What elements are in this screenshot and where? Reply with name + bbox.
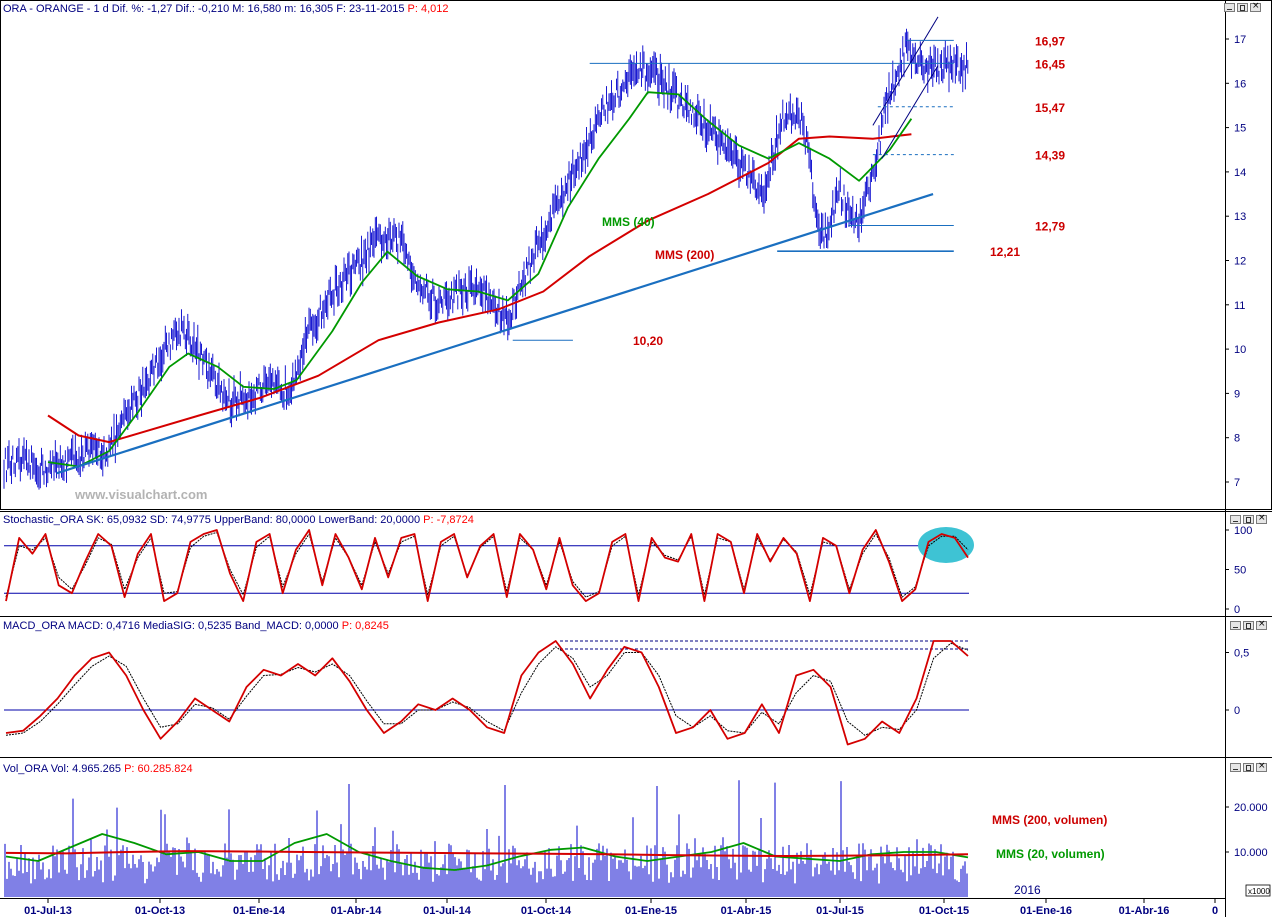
volume-plot	[4, 780, 969, 897]
x-tick-label: 01-Jul-13	[24, 905, 72, 917]
macd-y-tick-label: 0,5	[1234, 648, 1249, 660]
macd-line	[5, 640, 969, 746]
unit-box	[1245, 884, 1271, 897]
level-label: 16,97	[1035, 34, 1065, 48]
axes: 7 8 9 10 11 12 13 14 15 16 17 01-Jul-13 01-Oct-13 01-…	[24, 34, 1268, 917]
macd-signal-line	[5, 642, 969, 736]
price-maximize-button[interactable]	[1237, 3, 1248, 12]
mms40-line	[47, 91, 913, 468]
vol-panel-title: Vol_ORA Vol: 4.965.265 P: 60.285.824	[3, 763, 193, 775]
x-tick-label: 01-Ene-15	[625, 905, 677, 917]
trend-line	[56, 193, 934, 475]
x-tick-label: 01-Abr-14	[331, 905, 383, 917]
stoch-title-p: P: -7,8724	[423, 514, 474, 526]
x-tick-label: 01-Ene-16	[1020, 905, 1072, 917]
price-panel-title: ORA - ORANGE - 1 d Dif. %: -1,27 Dif.: -…	[3, 3, 449, 15]
vol-maximize-button[interactable]	[1243, 763, 1254, 772]
vol-mms20-line	[5, 833, 969, 871]
x-tick-label: 01-Oct-14	[521, 905, 572, 917]
stoch-plot	[4, 527, 974, 602]
price-bars	[3, 28, 969, 490]
price-title-p: P: 4,012	[408, 3, 449, 15]
stoch-close-button[interactable]	[1256, 513, 1267, 524]
mms40-label: MMS (40)	[602, 215, 655, 229]
level-label: 10,20	[633, 334, 663, 348]
level-label: 15,47	[1035, 101, 1065, 115]
stoch-y-tick-label: 0	[1234, 604, 1240, 616]
x-tick-label: 01-Abr-16	[1119, 905, 1170, 917]
price-close-button[interactable]	[1250, 1, 1261, 12]
price-y-tick-label: 8	[1234, 433, 1240, 445]
vol-title-details: Vol_ORA Vol: 4.965.265	[3, 763, 124, 775]
macd-minimize-button[interactable]	[1230, 621, 1241, 630]
price-title-details: - 1 d Dif. %: -1,27 Dif.: -0,210 M: 16,5…	[84, 3, 408, 15]
channel-upper-line	[872, 16, 939, 126]
price-panel-frame	[0, 0, 1272, 510]
vol-title-p: P: 60.285.824	[124, 763, 193, 775]
price-y-tick-label: 17	[1234, 34, 1246, 46]
price-y-tick-label: 7	[1234, 477, 1240, 489]
price-title-name: ORA - ORANGE	[3, 3, 84, 15]
mms200-line	[47, 133, 912, 444]
macd-panel-title: MACD_ORA MACD: 0,4716 MediaSIG: 0,5235 B…	[3, 620, 389, 632]
price-y-tick-label: 13	[1234, 211, 1246, 223]
x-tick-label: 01-Oct-13	[135, 905, 185, 917]
watermark-text: www.visualchart.com	[74, 487, 207, 502]
vol-close-button[interactable]	[1256, 761, 1267, 772]
price-y-tick-label: 14	[1234, 167, 1246, 179]
vol-mms200-label: MMS (200, volumen)	[992, 813, 1107, 827]
vol-y-tick-label: 10.000	[1234, 847, 1268, 859]
x-tick-label: 01-Jul-15	[816, 905, 864, 917]
stoch-minimize-button[interactable]	[1230, 515, 1241, 524]
macd-title-details: MACD_ORA MACD: 0,4716 MediaSIG: 0,5235 B…	[3, 620, 342, 632]
level-label: 12,21	[990, 245, 1020, 259]
vol-y-tick-label: 20.000	[1234, 802, 1268, 814]
x-tick-label: 01-Abr-15	[721, 905, 772, 917]
macd-y-tick-label: 0	[1234, 705, 1240, 717]
macd-title-p: P: 0,8245	[342, 620, 389, 632]
stoch-y-tick-label: 100	[1234, 525, 1252, 537]
unit-label: x1000	[1248, 887, 1270, 896]
channel-lower-line	[881, 65, 939, 159]
level-label: 12,79	[1035, 220, 1065, 234]
year-label: 2016	[1014, 883, 1041, 897]
macd-close-button[interactable]	[1256, 619, 1267, 630]
stoch-title-details: Stochastic_ORA SK: 65,0932 SD: 74,9775 U…	[3, 514, 423, 526]
x-tick-label: 01-Jul-14	[423, 905, 472, 917]
stoch-maximize-button[interactable]	[1243, 515, 1254, 524]
x-tick-label: 0	[1212, 905, 1218, 917]
price-minimize-button[interactable]	[1224, 3, 1235, 12]
level-label: 16,45	[1035, 57, 1065, 71]
stoch-y-tick-label: 50	[1234, 565, 1246, 577]
price-plot: 16,97 16,45 15,47 14,39 12,79 12,21 10,20	[3, 16, 1065, 490]
price-y-tick-label: 12	[1234, 256, 1246, 268]
vol-minimize-button[interactable]	[1230, 763, 1241, 772]
price-y-tick-label: 15	[1234, 123, 1246, 135]
price-y-tick-label: 11	[1234, 300, 1245, 312]
x-tick-label: 01-Oct-15	[919, 905, 969, 917]
macd-plot	[4, 640, 969, 746]
stoch-panel-title: Stochastic_ORA SK: 65,0932 SD: 74,9775 U…	[3, 514, 474, 526]
price-y-tick-label: 9	[1234, 388, 1240, 400]
stoch-sk-line	[5, 529, 969, 602]
volume-bars	[4, 780, 968, 897]
stoch-highlight-ellipse	[918, 527, 974, 563]
x-tick-label: 01-Ene-14	[233, 905, 286, 917]
stoch-sd-line	[5, 531, 969, 598]
macd-maximize-button[interactable]	[1243, 621, 1254, 630]
price-y-tick-label: 10	[1234, 344, 1246, 356]
mms200-label: MMS (200)	[655, 248, 714, 262]
vol-mms20-label: MMS (20, volumen)	[996, 847, 1105, 861]
price-y-tick-label: 16	[1234, 78, 1246, 90]
vol-mms200-line	[5, 850, 969, 857]
level-label: 14,39	[1035, 149, 1065, 163]
